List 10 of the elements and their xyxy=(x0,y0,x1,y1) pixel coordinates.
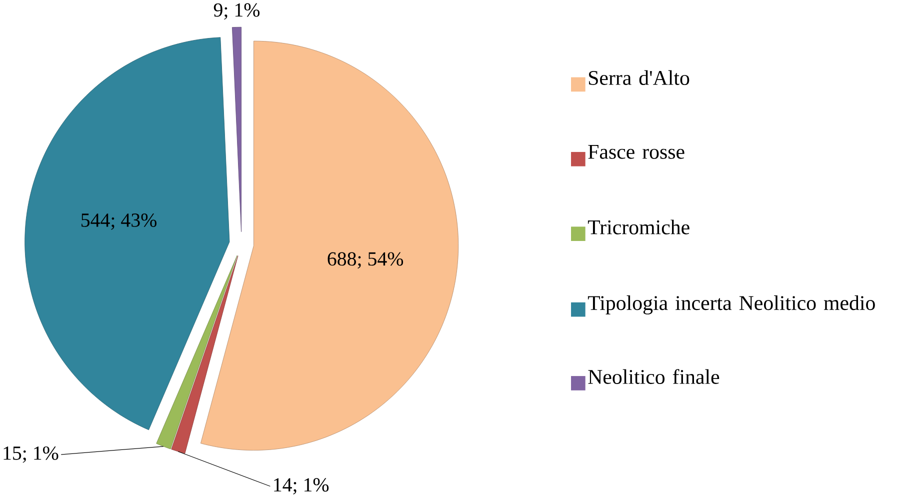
data-label: 15; 1% xyxy=(4,446,58,463)
legend-label: Tipologia incerta Neolitico medio xyxy=(588,295,875,314)
legend-label: Serra d'Alto xyxy=(588,70,690,85)
legend-label: Neolitico finale xyxy=(588,368,720,384)
data-label: 14; 1% xyxy=(274,478,329,494)
legend-label: Tricromiche xyxy=(588,220,690,234)
data-label: 544; 43% xyxy=(82,213,156,230)
legend-label: Fasce rosse xyxy=(588,144,684,159)
data-label: 9; 1% xyxy=(214,3,260,20)
data-label: 688; 54% xyxy=(328,252,404,268)
